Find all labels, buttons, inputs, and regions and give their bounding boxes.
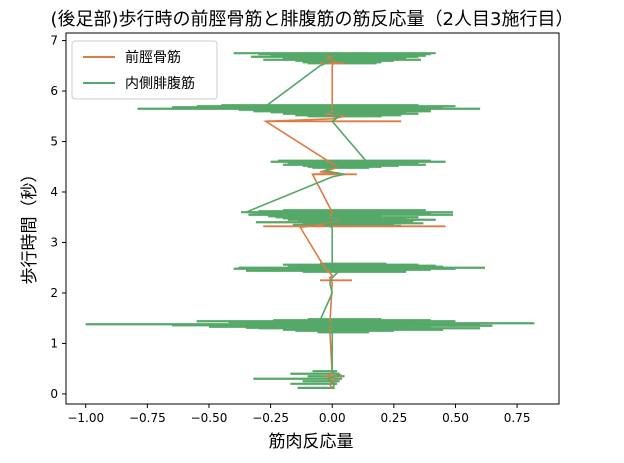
x-tick-label: −0.75 [129,411,166,425]
series-line-tibialis [263,54,345,390]
x-tick-label: 0.00 [319,411,346,425]
y-axis-label: 歩行時間（秒） [20,166,40,285]
x-tick-label: 0.75 [504,411,531,425]
series-lines [245,54,369,390]
series-line-gastrocnemius [245,54,369,390]
y-axis: 0 1 2 3 4 5 6 7 [50,34,66,401]
y-tick-label: 1 [50,336,58,350]
y-tick-label: 6 [50,84,58,98]
y-tick-label: 3 [50,235,58,249]
legend-box [71,40,218,100]
y-tick-label: 4 [50,185,58,199]
plot-area [65,32,560,405]
y-tick-label: 0 [50,387,58,401]
x-tick-label: −0.50 [191,411,228,425]
y-tick-label: 7 [50,34,58,48]
y-tick-label: 2 [50,286,58,300]
chart-title: (後足部)歩行時の前脛骨筋と腓腹筋の筋反応量（2人目3施行目） [51,9,574,30]
y-tick-label: 5 [50,135,58,149]
legend-label-gastrocnemius: 内側腓腹筋 [125,75,195,92]
x-tick-label: −1.00 [67,411,104,425]
x-axis: −1.00 −0.75 −0.50 −0.25 0.00 0.25 0.50 0.75 [67,404,530,425]
x-tick-label: 0.50 [442,411,469,425]
legend: 前脛骨筋 内側腓腹筋 [71,40,218,100]
x-axis-label: 筋肉反応量 [269,432,354,452]
legend-label-tibialis: 前脛骨筋 [125,49,181,66]
x-tick-label: −0.25 [252,411,289,425]
x-tick-label: 0.25 [380,411,407,425]
